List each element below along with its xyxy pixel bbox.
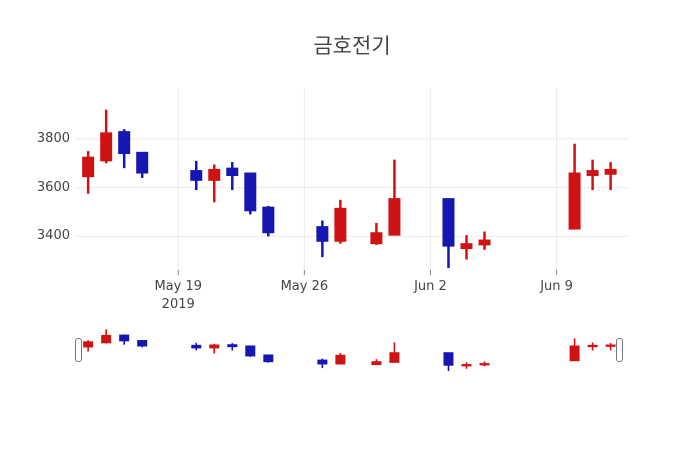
candle-body bbox=[604, 168, 617, 175]
candle-body bbox=[82, 156, 95, 178]
rangeslider-right-handle[interactable] bbox=[616, 338, 623, 362]
candle-body bbox=[605, 344, 616, 347]
y-tick-label: 3400 bbox=[36, 228, 70, 244]
rangeslider-candlestick bbox=[317, 358, 328, 369]
candlestick[interactable] bbox=[190, 160, 203, 191]
x-tick-label: May 26 bbox=[280, 279, 329, 294]
candle-body bbox=[191, 344, 202, 349]
candle-body bbox=[334, 207, 347, 242]
candle-body bbox=[137, 340, 148, 347]
candlestick[interactable] bbox=[316, 220, 329, 258]
rangeslider-candlestick bbox=[263, 354, 274, 363]
candlestick[interactable] bbox=[460, 235, 473, 260]
rangeslider-candlestick bbox=[245, 345, 256, 357]
candle-body bbox=[443, 352, 454, 366]
candle-body bbox=[569, 345, 580, 362]
candlestick[interactable] bbox=[568, 143, 581, 230]
candle-body bbox=[101, 334, 112, 344]
candle-body bbox=[227, 344, 238, 348]
candle-body bbox=[568, 172, 581, 230]
candle-body bbox=[209, 344, 220, 349]
candle-body bbox=[226, 167, 239, 176]
candle-body bbox=[479, 363, 490, 366]
candle-body bbox=[460, 243, 473, 250]
candle-body bbox=[136, 151, 149, 174]
rangeslider-candlestick bbox=[371, 359, 382, 366]
candlestick[interactable] bbox=[262, 205, 275, 237]
candlestick[interactable] bbox=[370, 222, 383, 245]
candlestick[interactable] bbox=[100, 109, 113, 164]
candle-body bbox=[335, 354, 346, 365]
rangeslider-candlestick bbox=[119, 334, 130, 345]
rangeslider[interactable] bbox=[75, 328, 629, 374]
rangeslider-candlestick bbox=[101, 329, 112, 344]
candle-body bbox=[316, 226, 329, 242]
candlestick[interactable] bbox=[208, 164, 221, 203]
candle-body bbox=[389, 352, 400, 363]
rangeslider-candlestick bbox=[587, 342, 598, 351]
candle-body bbox=[244, 172, 257, 212]
candlestick[interactable] bbox=[136, 151, 149, 178]
candle-body bbox=[388, 198, 401, 236]
candle-body bbox=[587, 344, 598, 348]
candle-body bbox=[83, 341, 94, 348]
x-tick-label: May 19 2019 bbox=[154, 279, 202, 312]
candle-body bbox=[245, 345, 256, 357]
candlestick[interactable] bbox=[586, 159, 599, 191]
rangeslider-candlestick bbox=[443, 352, 454, 371]
x-tick-label: Jun 9 bbox=[540, 279, 573, 294]
candlestick[interactable] bbox=[478, 231, 491, 250]
candle-body bbox=[370, 232, 383, 245]
candlestick[interactable] bbox=[388, 159, 401, 236]
rangeslider-candlestick bbox=[461, 362, 472, 369]
rangeslider-candlestick bbox=[227, 343, 238, 351]
candlestick[interactable] bbox=[442, 198, 455, 269]
candle-body bbox=[100, 132, 113, 162]
candle-body bbox=[118, 131, 131, 155]
candle-body bbox=[586, 170, 599, 176]
rangeslider-candlestick bbox=[137, 340, 148, 348]
candlestick[interactable] bbox=[334, 199, 347, 244]
candle-body bbox=[461, 364, 472, 367]
candlestick[interactable] bbox=[604, 162, 617, 191]
candle-body bbox=[317, 359, 328, 365]
candle-body bbox=[190, 170, 203, 181]
rangeslider-candlestick bbox=[191, 342, 202, 351]
candlestick[interactable] bbox=[226, 162, 239, 191]
chart-title: 금호전기 bbox=[313, 34, 391, 58]
candle-body bbox=[208, 168, 221, 181]
candle-body bbox=[263, 354, 274, 363]
candle-body bbox=[478, 239, 491, 246]
rangeslider-candlestick bbox=[605, 343, 616, 351]
rangeslider-candlestick bbox=[83, 340, 94, 352]
candlestick[interactable] bbox=[244, 172, 257, 215]
y-tick-label: 3600 bbox=[36, 179, 70, 195]
y-tick-label: 3800 bbox=[36, 130, 70, 146]
x-tick-label: Jun 2 bbox=[414, 279, 447, 294]
candlestick[interactable] bbox=[82, 151, 95, 194]
candle-body bbox=[371, 361, 382, 366]
candle-body bbox=[442, 198, 455, 247]
rangeslider-candlestick bbox=[335, 353, 346, 365]
candle-body bbox=[119, 334, 130, 342]
candlestick[interactable] bbox=[118, 129, 131, 169]
rangeslider-candlestick bbox=[209, 343, 220, 354]
rangeslider-left-handle[interactable] bbox=[75, 338, 82, 362]
rangeslider-candlestick bbox=[389, 342, 400, 363]
candle-body bbox=[262, 206, 275, 234]
rangeslider-candlestick bbox=[569, 338, 580, 362]
rangeslider-candlestick bbox=[479, 361, 490, 367]
